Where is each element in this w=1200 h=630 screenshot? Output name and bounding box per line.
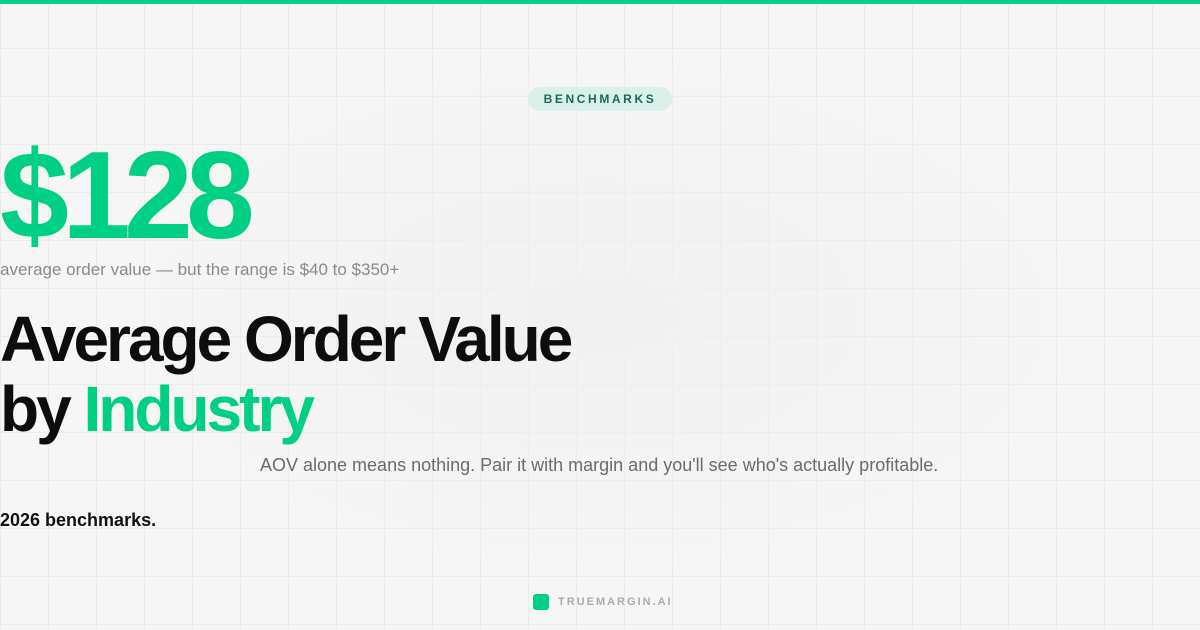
rounded-square-logo-icon (533, 594, 549, 610)
title-prefix: by (0, 373, 84, 445)
category-badge: BENCHMARKS (528, 87, 672, 111)
title-line-1: Average Order Value (0, 303, 573, 375)
title-accent: Industry (83, 373, 314, 445)
highlight-text: 2026 benchmarks. (0, 510, 157, 530)
hero-value: $128 (0, 127, 255, 265)
brand-name: TRUEMARGIN.AI (558, 596, 673, 608)
accent-top-bar (0, 0, 1200, 4)
title-line-2: by Industry (0, 374, 1200, 444)
page-title: Average Order Value by Industry (0, 304, 1200, 444)
brand-logo: TRUEMARGIN.AI (533, 594, 673, 610)
description: AOV alone means nothing. Pair it with ma… (260, 455, 939, 475)
hero-subtitle: average order value — but the range is $… (0, 260, 400, 279)
